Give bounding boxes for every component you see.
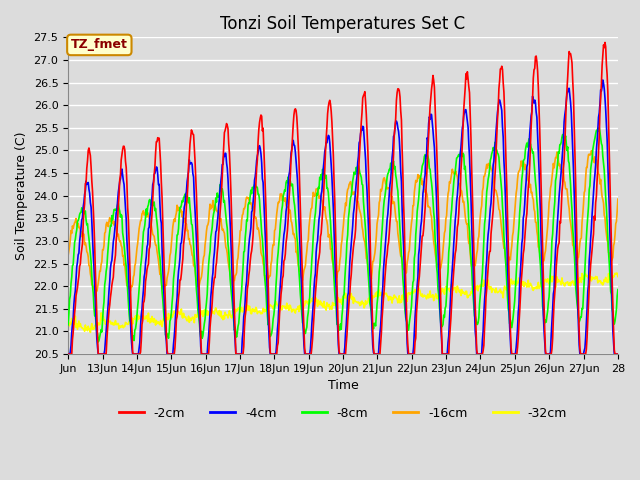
Y-axis label: Soil Temperature (C): Soil Temperature (C) — [15, 132, 28, 260]
X-axis label: Time: Time — [328, 379, 358, 392]
Title: Tonzi Soil Temperatures Set C: Tonzi Soil Temperatures Set C — [220, 15, 465, 33]
Text: TZ_fmet: TZ_fmet — [71, 38, 128, 51]
Legend: -2cm, -4cm, -8cm, -16cm, -32cm: -2cm, -4cm, -8cm, -16cm, -32cm — [114, 402, 572, 424]
